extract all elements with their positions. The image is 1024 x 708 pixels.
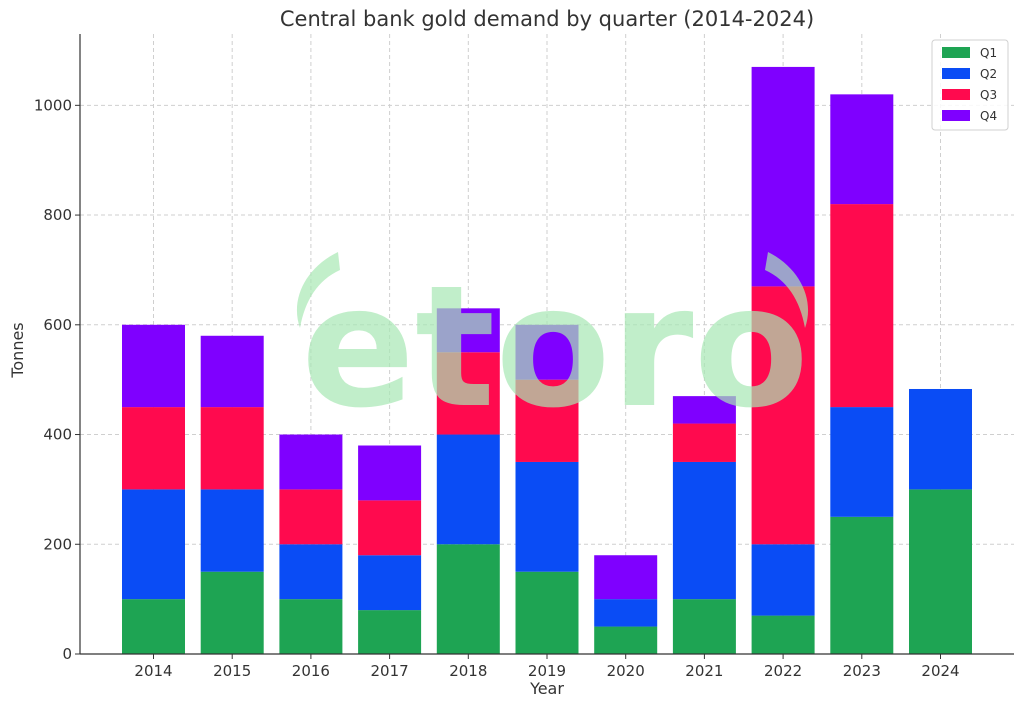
bar-2017-q4 bbox=[358, 445, 422, 501]
bar-2024-q1 bbox=[909, 489, 972, 654]
bar-2015-q4 bbox=[200, 335, 264, 408]
bar-2016-q2 bbox=[279, 544, 343, 600]
x-tick-label: 2022 bbox=[764, 662, 802, 680]
bar-2021-q1 bbox=[672, 599, 736, 654]
legend-swatch-q3 bbox=[942, 89, 970, 100]
bar-2020-q2 bbox=[594, 599, 658, 627]
bar-2022-q4 bbox=[751, 66, 815, 287]
legend-label-q1: Q1 bbox=[980, 46, 997, 60]
bar-2014-q4 bbox=[122, 324, 185, 408]
bar-2017-q1 bbox=[358, 610, 422, 654]
legend-swatch-q1 bbox=[942, 47, 970, 58]
bar-2018-q3 bbox=[436, 352, 500, 435]
legend-label-q4: Q4 bbox=[980, 109, 997, 123]
y-ticks: 0 200 400 600 800 1000 bbox=[34, 96, 80, 663]
y-tick-label: 400 bbox=[43, 426, 72, 444]
bar-2020-q4 bbox=[594, 555, 658, 600]
x-tick-label: 2016 bbox=[292, 662, 330, 680]
x-tick-label: 2015 bbox=[213, 662, 251, 680]
bar-2018-q4 bbox=[436, 308, 500, 353]
x-tick-label: 2019 bbox=[528, 662, 566, 680]
x-tick-label: 2014 bbox=[134, 662, 172, 680]
x-tick-label: 2023 bbox=[843, 662, 881, 680]
chart-title: Central bank gold demand by quarter (201… bbox=[280, 7, 814, 31]
legend: Q1 Q2 Q3 Q4 bbox=[931, 39, 1009, 131]
bar-2015-q2 bbox=[200, 489, 264, 572]
bar-2016-q4 bbox=[279, 434, 343, 490]
bar-2017-q3 bbox=[358, 500, 422, 556]
y-tick-label: 600 bbox=[43, 316, 72, 334]
bars bbox=[122, 66, 972, 654]
x-tick-label: 2020 bbox=[607, 662, 645, 680]
x-tick-label: 2021 bbox=[685, 662, 723, 680]
bar-2019-q4 bbox=[515, 324, 579, 380]
legend-swatch-q2 bbox=[942, 68, 970, 79]
y-axis-label: Tonnes bbox=[8, 322, 27, 378]
bar-2024-q2 bbox=[909, 388, 972, 490]
bar-2023-q4 bbox=[830, 94, 894, 205]
bar-2015-q1 bbox=[200, 571, 264, 654]
bar-2018-q1 bbox=[436, 544, 500, 654]
x-tick-label: 2017 bbox=[371, 662, 409, 680]
bar-2021-q4 bbox=[672, 396, 736, 424]
bar-2019-q1 bbox=[515, 571, 579, 654]
bar-2014-q3 bbox=[122, 407, 185, 490]
bar-2019-q2 bbox=[515, 461, 579, 572]
y-tick-label: 200 bbox=[43, 535, 72, 553]
bar-2023-q3 bbox=[830, 204, 894, 408]
watermark-text: etoro bbox=[301, 249, 809, 445]
legend-label-q2: Q2 bbox=[980, 67, 997, 81]
bar-2015-q3 bbox=[200, 407, 264, 490]
bar-2019-q3 bbox=[515, 379, 579, 462]
bar-2022-q3 bbox=[751, 286, 815, 545]
x-ticks: 2014 2015 2016 2017 2018 2019 2020 2021 2022 2023… bbox=[134, 654, 960, 680]
legend-swatch-q4 bbox=[942, 110, 970, 121]
x-axis-label: Year bbox=[529, 679, 564, 698]
bar-2021-q2 bbox=[672, 461, 736, 600]
bar-2022-q1 bbox=[751, 615, 815, 654]
bar-2023-q2 bbox=[830, 407, 894, 517]
legend-frame bbox=[931, 39, 1009, 131]
y-tick-label: 1000 bbox=[34, 96, 72, 114]
bar-2022-q2 bbox=[751, 544, 815, 616]
y-tick-label: 0 bbox=[62, 645, 72, 663]
bar-2023-q1 bbox=[830, 516, 894, 654]
y-tick-label: 800 bbox=[43, 206, 72, 224]
bar-2016-q3 bbox=[279, 489, 343, 545]
legend-label-q3: Q3 bbox=[980, 88, 997, 102]
bar-2021-q3 bbox=[672, 423, 736, 462]
bar-2014-q1 bbox=[122, 599, 185, 654]
bar-2018-q2 bbox=[436, 434, 500, 545]
bar-2020-q1 bbox=[594, 626, 658, 654]
x-tick-label: 2018 bbox=[449, 662, 487, 680]
etoro-watermark-logo: etoro bbox=[296, 249, 809, 445]
x-tick-label: 2024 bbox=[921, 662, 959, 680]
bar-2017-q2 bbox=[358, 555, 422, 611]
bar-2016-q1 bbox=[279, 599, 343, 654]
bar-2014-q2 bbox=[122, 489, 185, 600]
